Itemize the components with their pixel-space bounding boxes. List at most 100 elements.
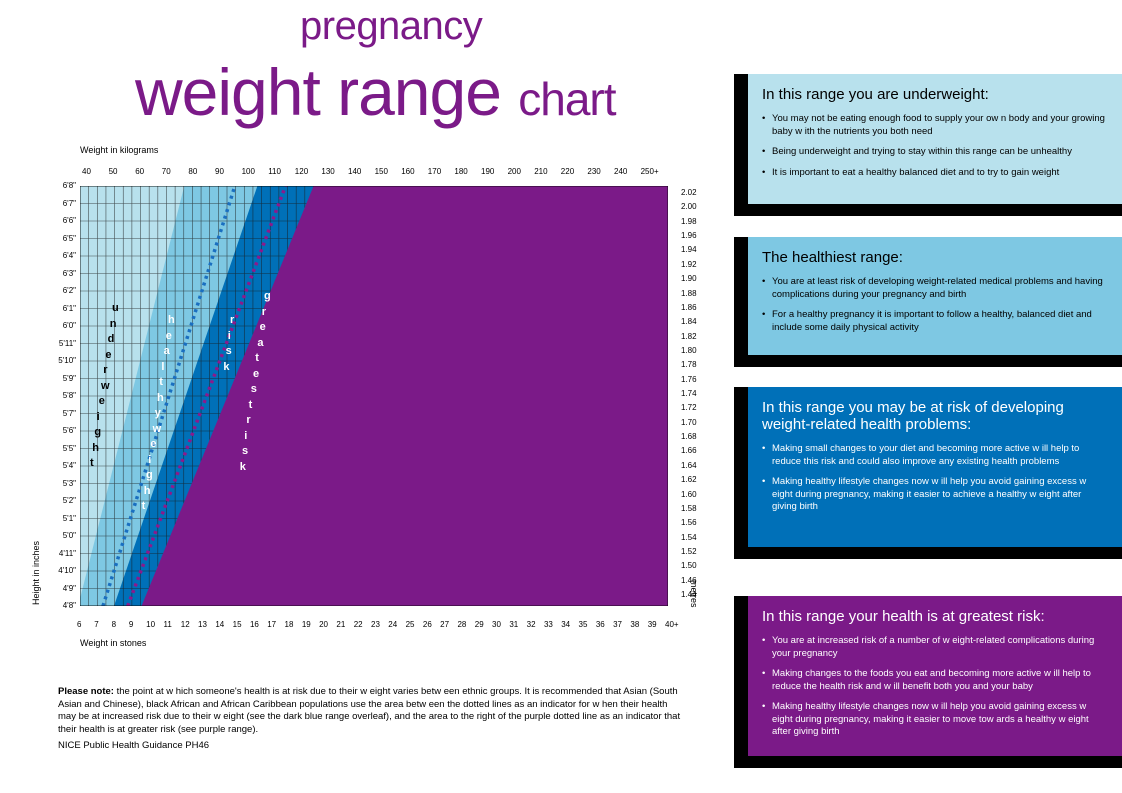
stone-tick: 23 [371,620,380,629]
panel-bullets: Making small changes to your diet and be… [762,443,1108,514]
metre-tick: 1.60 [681,489,697,499]
band-word-letter: t [248,398,253,411]
panel-bullet: It is important to eat a healthy balance… [762,167,1108,180]
height-tick: 6'7" [62,198,76,208]
panel-bullet: Making changes to the foods you eat and … [762,668,1108,693]
stone-tick: 14 [215,620,225,629]
stone-tick: 28 [457,620,467,629]
x-top-axis-label: Weight in kilograms [80,145,159,155]
metre-tick: 1.50 [681,561,697,571]
kg-tick: 240 [614,167,628,176]
band-word-letter: d [107,333,115,345]
band-word-letter: w [101,379,110,392]
stone-tick: 19 [301,620,311,629]
stone-tick: 35 [578,620,588,629]
panel-heading: In this range you may be at risk of deve… [762,399,1064,433]
height-tick: 5'1" [62,513,76,523]
band-word-letter: h [157,391,164,404]
source-citation: NICE Public Health Guidance PH46 [58,740,210,751]
metre-tick: 1.80 [681,345,697,355]
metre-tick: 1.62 [681,475,697,485]
stone-tick: 38 [630,620,640,629]
metre-tick: 2.00 [681,202,697,212]
panel-healthy: The healthiest range: You are at least ri… [734,237,1122,367]
band-word-letter: t [141,500,146,512]
metre-tick: 1.84 [681,317,697,327]
kg-tick: 200 [507,167,521,176]
height-tick: 6'8" [62,181,76,190]
band-word-letter: k [223,360,230,373]
band-word-letter: k [239,460,246,473]
title-weight-range-chart: weight range chart [135,54,617,130]
stone-tick: 22 [353,620,363,629]
band-word-letter: i [148,453,152,466]
panel-bullet: You may not be eating enough food to sup… [762,113,1108,138]
kg-tick: 50 [108,167,118,176]
height-tick: 4'10" [58,566,76,575]
band-word-letter: h [92,441,99,454]
height-tick: 5'6" [62,426,76,435]
height-tick: 5'5" [62,443,76,453]
band-word-letter: e [165,329,172,342]
band-word-letter: h [143,484,151,497]
band-word-letter: h [168,314,175,326]
band-word-letter: e [253,367,260,380]
band-word-letter: r [103,364,108,376]
dotted-line-purple [126,186,288,606]
height-tick: 5'3" [62,478,76,488]
band-word-letter: t [255,352,259,364]
stone-tick: 18 [284,620,294,629]
kg-tick: 220 [560,167,575,176]
metre-tick: 1.90 [681,274,697,284]
panel-greatest_risk: In this range your health is at greatest… [734,596,1122,768]
band-word-letter: a [257,336,264,349]
stone-tick: 40+ [665,620,679,629]
band-word-letter: a [163,345,170,357]
stone-tick: 34 [561,620,571,629]
kg-tick: 100 [241,167,255,176]
metre-tick: 1.74 [681,389,697,398]
band-word-letter: r [261,305,267,318]
stone-tick: 6 [77,620,82,629]
metre-tick: 1.88 [681,288,697,298]
stone-tick: 24 [388,620,398,629]
height-tick: 5'8" [62,391,76,400]
stone-tick: 20 [319,620,329,629]
panel-heading: In this range you are underweight: [762,86,989,103]
band-word-letter: w [152,422,162,435]
metre-tick: 1.96 [681,231,697,241]
band-word-letter: i [227,329,231,342]
band-word-letter: u [112,302,119,314]
band-word-letter: l [161,360,165,373]
height-tick: 4'9" [62,583,76,593]
stone-tick: 25 [405,620,415,629]
metre-tick: 2.02 [681,188,697,197]
bmi-chart-plot [80,186,668,606]
height-tick: 6'1" [62,303,76,313]
band-word-letter: r [246,414,251,426]
stone-tick: 7 [94,620,99,629]
stone-tick: 8 [111,620,117,629]
metre-tick: 1.86 [681,302,697,312]
stone-tick: 36 [595,620,605,629]
stone-tick: 17 [267,620,277,629]
height-tick: 5'10" [58,356,76,365]
kg-tick: 70 [161,167,171,176]
height-tick: 6'5" [62,233,76,243]
metre-tick: 1.94 [681,245,697,255]
panel-underweight: In this range you are underweight: You ma… [734,74,1122,216]
stone-tick: 29 [474,620,484,629]
band-word-letter: g [264,290,271,302]
stone-tick: 12 [180,620,190,629]
panel-bullet: Making healthy lifestyle changes now w i… [762,476,1108,514]
metre-tick: 1.56 [681,518,697,528]
metre-tick: 1.70 [681,417,697,427]
kg-tick: 230 [587,167,601,176]
stone-tick: 11 [163,620,172,629]
kg-tick: 190 [481,167,495,176]
note-bold: Please note: [58,686,114,697]
height-tick: 5'2" [62,496,76,505]
panel-heading: In this range your health is at greatest… [762,608,1045,625]
stone-tick: 13 [198,620,207,629]
panel-bullet: Making small changes to your diet and be… [762,443,1108,468]
